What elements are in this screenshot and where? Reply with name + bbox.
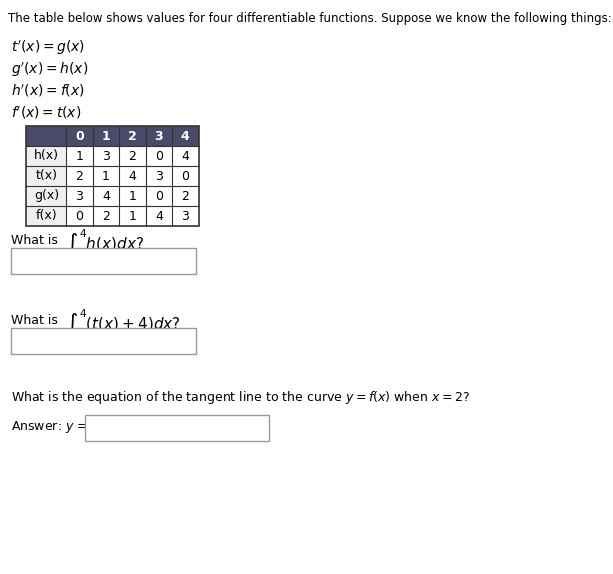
- Text: 2: 2: [75, 169, 83, 183]
- Bar: [26, 206, 199, 226]
- Text: What is: What is: [12, 234, 58, 247]
- Text: 3: 3: [155, 169, 163, 183]
- Bar: [66, 126, 199, 146]
- Text: What is: What is: [12, 314, 58, 327]
- Text: What is the equation of the tangent line to the curve $y = f(x)$ when $x = 2$?: What is the equation of the tangent line…: [12, 389, 470, 406]
- Text: 1: 1: [128, 210, 136, 223]
- Text: $f'(x) = t(x)$: $f'(x) = t(x)$: [12, 105, 82, 121]
- Bar: [26, 146, 66, 166]
- Bar: [26, 166, 66, 186]
- Text: 2: 2: [102, 210, 110, 223]
- Text: g(x): g(x): [34, 189, 59, 203]
- Text: 4: 4: [128, 169, 136, 183]
- Bar: [26, 146, 199, 166]
- Text: 1: 1: [102, 169, 110, 183]
- Text: Answer: $y$ =: Answer: $y$ =: [12, 419, 88, 435]
- Text: h(x): h(x): [34, 149, 59, 162]
- Text: 3: 3: [102, 149, 110, 162]
- Text: $t'(x) = g(x)$: $t'(x) = g(x)$: [12, 39, 85, 57]
- Text: 4: 4: [155, 210, 163, 223]
- Text: $\int_3^4 (t(x) + 4)dx$?: $\int_3^4 (t(x) + 4)dx$?: [66, 308, 181, 342]
- Text: 1: 1: [75, 149, 83, 162]
- Text: 0: 0: [155, 149, 163, 162]
- Text: 0: 0: [75, 210, 83, 223]
- Text: t(x): t(x): [36, 169, 58, 183]
- Bar: [26, 126, 66, 146]
- FancyBboxPatch shape: [12, 328, 196, 354]
- Bar: [26, 186, 199, 206]
- Text: 2: 2: [128, 149, 136, 162]
- Text: 1: 1: [128, 189, 136, 203]
- Text: 0: 0: [181, 169, 189, 183]
- Text: 4: 4: [181, 130, 189, 142]
- Text: $\int_3^4 h(x)dx$?: $\int_3^4 h(x)dx$?: [66, 228, 145, 261]
- Text: 1: 1: [102, 130, 110, 142]
- Bar: [26, 166, 199, 186]
- Text: 2: 2: [181, 189, 189, 203]
- Text: $h'(x) = f(x)$: $h'(x) = f(x)$: [12, 83, 85, 99]
- Text: $g'(x) = h(x)$: $g'(x) = h(x)$: [12, 61, 88, 79]
- Bar: [26, 186, 66, 206]
- Text: 4: 4: [181, 149, 189, 162]
- Text: 3: 3: [154, 130, 163, 142]
- Text: 4: 4: [102, 189, 110, 203]
- Bar: [26, 126, 199, 226]
- Text: The table below shows values for four differentiable functions. Suppose we know : The table below shows values for four di…: [7, 12, 611, 25]
- Text: 2: 2: [128, 130, 137, 142]
- FancyBboxPatch shape: [85, 415, 270, 441]
- Text: 0: 0: [75, 130, 84, 142]
- Bar: [26, 206, 66, 226]
- FancyBboxPatch shape: [12, 248, 196, 274]
- Text: f(x): f(x): [36, 210, 57, 223]
- Text: 3: 3: [181, 210, 189, 223]
- Text: 3: 3: [75, 189, 83, 203]
- Text: 0: 0: [155, 189, 163, 203]
